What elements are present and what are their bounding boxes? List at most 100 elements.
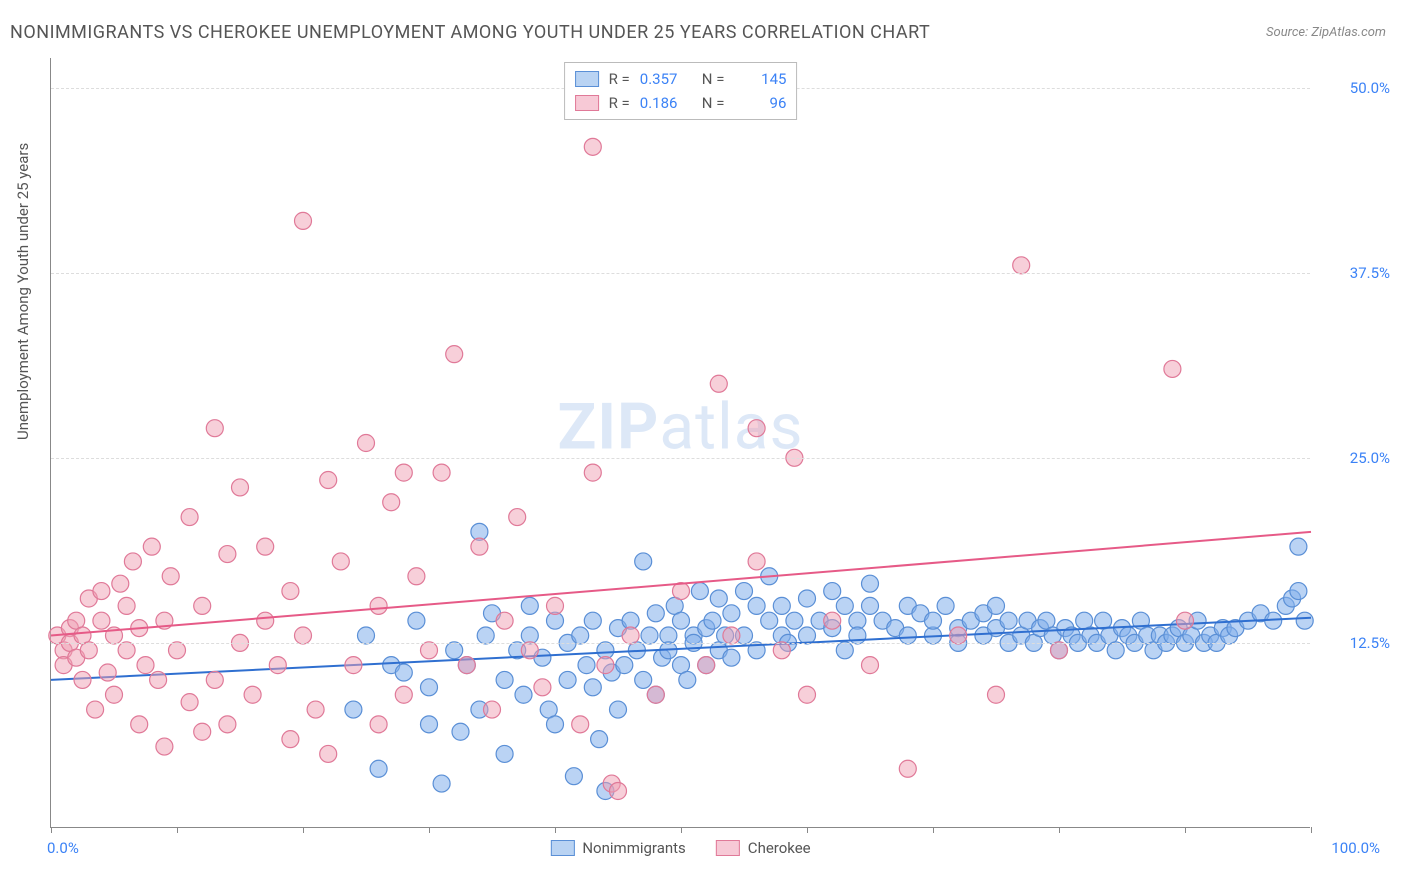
data-point-nonimmigrants xyxy=(408,612,425,629)
x-min-label: 0.0% xyxy=(47,839,79,857)
legend-swatch-cherokee xyxy=(716,840,740,856)
data-point-cherokee xyxy=(1013,257,1030,274)
data-point-cherokee xyxy=(610,782,627,799)
data-point-nonimmigrants xyxy=(446,642,463,659)
data-point-nonimmigrants xyxy=(723,649,740,666)
data-point-nonimmigrants xyxy=(421,679,438,696)
data-point-nonimmigrants xyxy=(1290,538,1307,555)
chart-title: NONIMMIGRANTS VS CHEROKEE UNEMPLOYMENT A… xyxy=(10,22,930,43)
x-max-label: 100.0% xyxy=(1310,839,1380,857)
data-point-cherokee xyxy=(169,642,186,659)
data-point-cherokee xyxy=(282,583,299,600)
data-point-nonimmigrants xyxy=(1296,612,1313,629)
data-point-cherokee xyxy=(244,686,261,703)
data-point-nonimmigrants xyxy=(799,590,816,607)
source-attribution: Source: ZipAtlas.com xyxy=(1266,25,1386,40)
x-tick xyxy=(933,827,934,833)
x-tick xyxy=(303,827,304,833)
data-point-nonimmigrants xyxy=(723,605,740,622)
data-point-nonimmigrants xyxy=(616,657,633,674)
data-point-cherokee xyxy=(194,723,211,740)
data-point-nonimmigrants xyxy=(565,768,582,785)
data-point-nonimmigrants xyxy=(515,686,532,703)
data-point-cherokee xyxy=(118,642,135,659)
data-point-cherokee xyxy=(1164,360,1181,377)
data-point-cherokee xyxy=(181,694,198,711)
data-point-cherokee xyxy=(862,657,879,674)
data-point-cherokee xyxy=(257,612,274,629)
data-point-cherokee xyxy=(383,494,400,511)
legend-swatch-nonimmigrants xyxy=(550,840,574,856)
data-point-cherokee xyxy=(112,575,129,592)
data-point-cherokee xyxy=(496,612,513,629)
data-point-cherokee xyxy=(698,657,715,674)
y-tick-label: 25.0% xyxy=(1320,449,1390,467)
data-point-cherokee xyxy=(80,642,97,659)
data-point-cherokee xyxy=(295,627,312,644)
data-point-nonimmigrants xyxy=(572,627,589,644)
data-point-nonimmigrants xyxy=(584,679,601,696)
data-point-cherokee xyxy=(137,657,154,674)
data-point-cherokee xyxy=(509,509,526,526)
data-point-cherokee xyxy=(370,716,387,733)
data-point-cherokee xyxy=(93,583,110,600)
data-point-cherokee xyxy=(710,375,727,392)
data-point-cherokee xyxy=(358,435,375,452)
y-tick-label: 50.0% xyxy=(1320,79,1390,97)
correlation-legend: R =0.357N =145R =0.186N =96 xyxy=(564,62,798,120)
data-point-nonimmigrants xyxy=(647,605,664,622)
correlation-row-nonimmigrants: R =0.357N =145 xyxy=(575,67,787,91)
data-point-cherokee xyxy=(748,420,765,437)
data-point-cherokee xyxy=(547,597,564,614)
data-point-nonimmigrants xyxy=(710,590,727,607)
data-point-cherokee xyxy=(458,657,475,674)
data-point-cherokee xyxy=(307,701,324,718)
y-tick-label: 37.5% xyxy=(1320,264,1390,282)
data-point-nonimmigrants xyxy=(641,627,658,644)
data-point-cherokee xyxy=(421,642,438,659)
data-point-cherokee xyxy=(282,731,299,748)
data-point-nonimmigrants xyxy=(849,627,866,644)
x-tick xyxy=(429,827,430,833)
data-point-nonimmigrants xyxy=(477,627,494,644)
x-tick xyxy=(1311,827,1312,833)
data-point-cherokee xyxy=(622,627,639,644)
data-point-nonimmigrants xyxy=(836,642,853,659)
data-point-cherokee xyxy=(106,686,123,703)
gridline xyxy=(51,273,1310,274)
data-point-nonimmigrants xyxy=(578,657,595,674)
data-point-nonimmigrants xyxy=(862,575,879,592)
data-point-cherokee xyxy=(899,760,916,777)
data-point-cherokee xyxy=(332,553,349,570)
data-point-nonimmigrants xyxy=(748,597,765,614)
r-value-cherokee: 0.186 xyxy=(640,94,692,112)
data-point-cherokee xyxy=(181,509,198,526)
data-point-cherokee xyxy=(257,538,274,555)
data-point-nonimmigrants xyxy=(691,583,708,600)
data-point-cherokee xyxy=(219,716,236,733)
plot-region: ZIPatlas 12.5%25.0%37.5%50.0%0.0%100.0%R… xyxy=(50,58,1310,828)
legend-label-nonimmigrants: Nonimmigrants xyxy=(582,839,685,857)
data-point-nonimmigrants xyxy=(862,597,879,614)
data-point-nonimmigrants xyxy=(988,597,1005,614)
correlation-row-cherokee: R =0.186N =96 xyxy=(575,91,787,115)
data-point-nonimmigrants xyxy=(610,701,627,718)
data-point-cherokee xyxy=(93,612,110,629)
data-point-cherokee xyxy=(87,701,104,718)
data-point-cherokee xyxy=(484,701,501,718)
x-tick xyxy=(555,827,556,833)
x-tick xyxy=(177,827,178,833)
data-point-cherokee xyxy=(408,568,425,585)
data-point-cherokee xyxy=(584,138,601,155)
data-point-nonimmigrants xyxy=(824,583,841,600)
data-point-cherokee xyxy=(194,597,211,614)
legend-label-cherokee: Cherokee xyxy=(748,839,811,857)
data-point-nonimmigrants xyxy=(559,671,576,688)
data-point-nonimmigrants xyxy=(496,745,513,762)
data-point-nonimmigrants xyxy=(773,597,790,614)
plot-svg xyxy=(51,58,1311,828)
data-point-nonimmigrants xyxy=(452,723,469,740)
data-point-cherokee xyxy=(433,464,450,481)
data-point-cherokee xyxy=(370,597,387,614)
data-point-nonimmigrants xyxy=(635,553,652,570)
